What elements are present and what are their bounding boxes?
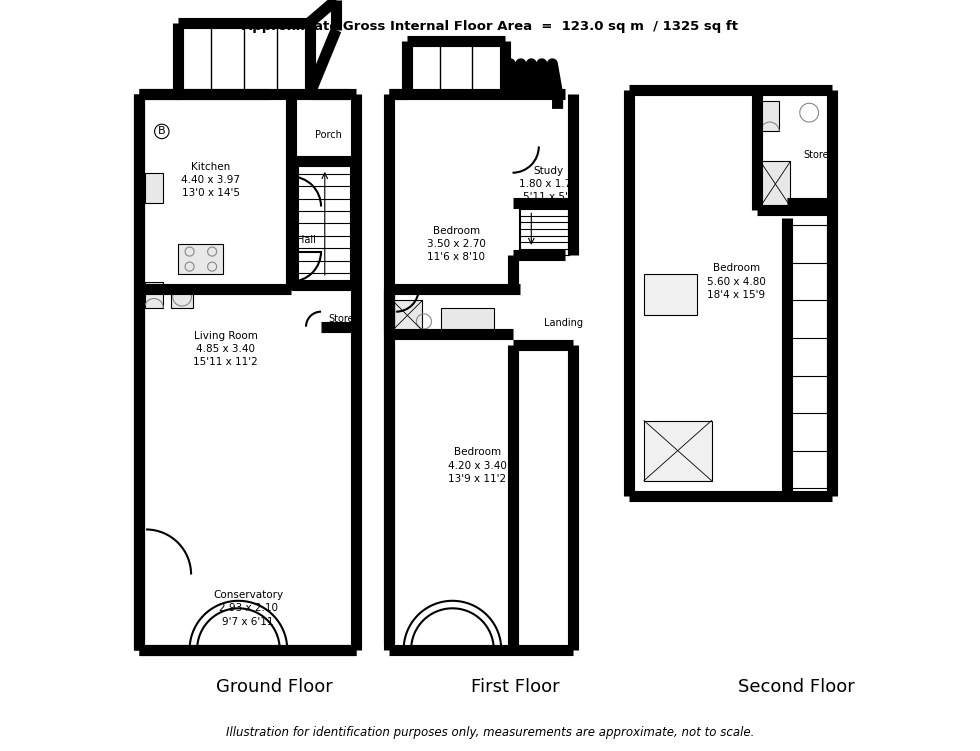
Bar	[644, 274, 697, 315]
Text: First Floor: First Floor	[471, 678, 560, 696]
Text: B: B	[158, 126, 166, 137]
Text: Store: Store	[328, 314, 354, 324]
Text: Store: Store	[804, 150, 829, 161]
Text: Bedroom
3.50 x 2.70
11'6 x 8'10: Bedroom 3.50 x 2.70 11'6 x 8'10	[426, 226, 486, 262]
Bar	[760, 101, 779, 131]
Text: Bedroom
4.20 x 3.40
13'9 x 11'2: Bedroom 4.20 x 3.40 13'9 x 11'2	[448, 448, 507, 484]
Bar	[521, 74, 530, 83]
Text: Landing: Landing	[544, 318, 583, 328]
Bar	[760, 161, 791, 207]
Text: Approximate Gross Internal Floor Area  =  123.0 sq m  / 1325 sq ft: Approximate Gross Internal Floor Area = …	[242, 20, 738, 33]
Text: Study
1.80 x 1.70
5'11 x 5'7: Study 1.80 x 1.70 5'11 x 5'7	[519, 166, 578, 202]
Bar	[171, 285, 193, 308]
Text: Hall: Hall	[297, 235, 316, 246]
Bar	[511, 74, 520, 83]
Text: Kitchen
4.40 x 3.97
13'0 x 14'5: Kitchen 4.40 x 3.97 13'0 x 14'5	[181, 162, 240, 198]
Text: Bedroom
5.60 x 4.80
18'4 x 15'9: Bedroom 5.60 x 4.80 18'4 x 15'9	[707, 264, 765, 300]
Text: Conservatory
2.93 x 2.10
9'7 x 6'11: Conservatory 2.93 x 2.10 9'7 x 6'11	[213, 590, 283, 626]
Bar	[441, 308, 494, 330]
Bar	[144, 173, 164, 203]
Text: Living Room
4.85 x 3.40
15'11 x 11'2: Living Room 4.85 x 3.40 15'11 x 11'2	[193, 331, 258, 367]
Bar	[178, 244, 223, 274]
Bar	[543, 74, 552, 83]
Bar	[644, 421, 711, 481]
Text: Second Floor: Second Floor	[738, 678, 855, 696]
Text: Porch: Porch	[316, 130, 342, 140]
Bar	[144, 282, 164, 308]
Text: Illustration for identification purposes only, measurements are approximate, not: Illustration for identification purposes…	[225, 725, 755, 739]
Text: Ground Floor: Ground Floor	[216, 678, 332, 696]
Bar	[532, 74, 541, 83]
Bar	[392, 300, 422, 330]
